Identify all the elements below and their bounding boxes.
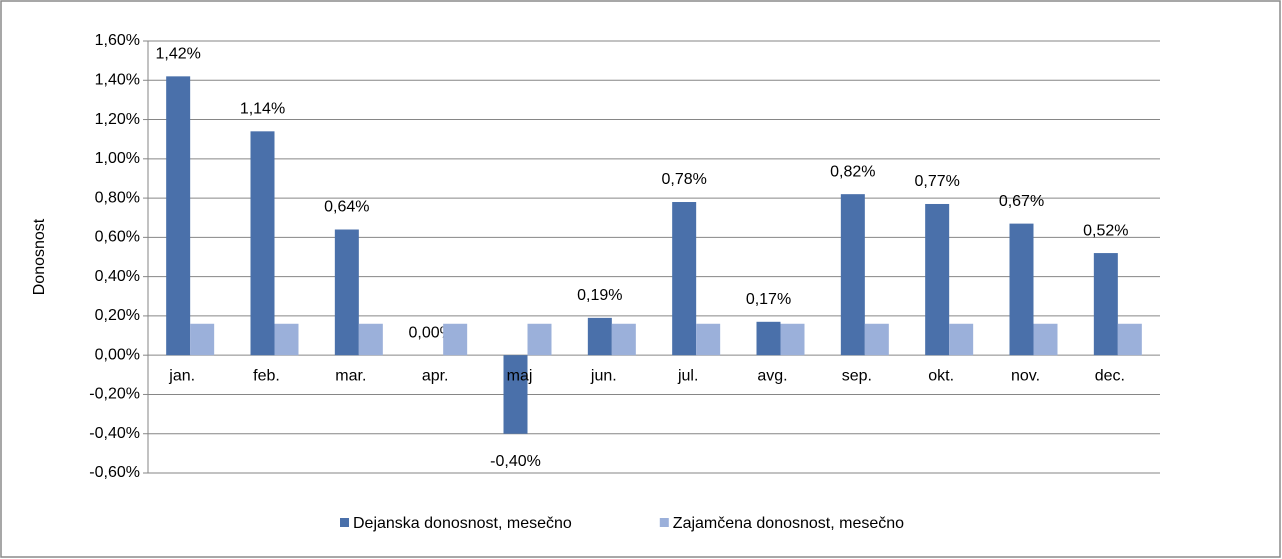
x-tick-label: nov. <box>1011 367 1040 384</box>
data-label: 0,17% <box>746 291 791 308</box>
bar <box>166 76 191 356</box>
bar <box>672 202 697 356</box>
data-label: 0,64% <box>324 199 369 216</box>
legend-label: Zajamčena donosnost, mesečno <box>673 515 904 532</box>
y-tick-label: 1,60% <box>95 32 140 49</box>
data-label: -0,40% <box>490 453 541 470</box>
y-tick-label: -0,60% <box>89 464 140 481</box>
x-tick-label: dec. <box>1095 367 1125 384</box>
y-tick-label: 0,40% <box>95 268 140 285</box>
bar <box>696 323 721 356</box>
bar <box>274 323 299 356</box>
x-tick-label: feb. <box>253 367 280 384</box>
y-axis-label: Donosnost <box>31 218 48 295</box>
x-tick-label: jun. <box>590 367 617 384</box>
bar <box>503 355 528 434</box>
x-tick-label: avg. <box>757 367 787 384</box>
legend-swatch <box>340 518 349 527</box>
bar <box>864 323 889 356</box>
bar <box>190 323 215 356</box>
y-tick-label: 0,60% <box>95 229 140 246</box>
bar <box>756 321 781 356</box>
bar <box>1009 223 1034 356</box>
y-tick-label: 0,00% <box>95 346 140 363</box>
data-label: 0,67% <box>999 193 1044 210</box>
data-label: 0,00% <box>408 324 453 341</box>
bar <box>587 317 612 356</box>
bar <box>780 323 805 356</box>
data-label: 1,14% <box>240 101 285 118</box>
data-label: 0,82% <box>830 163 875 180</box>
legend-label: Dejanska donosnost, mesečno <box>353 515 572 532</box>
data-label: 0,52% <box>1083 222 1128 239</box>
x-tick-label: apr. <box>422 367 449 384</box>
bar <box>527 323 552 356</box>
bar <box>358 323 383 356</box>
bar <box>1093 253 1118 356</box>
y-tick-label: 1,00% <box>95 150 140 167</box>
y-tick-label: -0,20% <box>89 386 140 403</box>
bar <box>1033 323 1058 356</box>
bar <box>840 194 865 356</box>
bar <box>443 323 468 356</box>
bar <box>334 229 359 356</box>
legend-swatch <box>659 518 669 527</box>
bar <box>611 323 636 356</box>
data-label: 1,42% <box>155 46 200 63</box>
y-tick-label: 0,80% <box>95 189 140 206</box>
data-label: 0,19% <box>577 287 622 304</box>
y-tick-label: 0,20% <box>95 307 140 324</box>
y-tick-label: -0,40% <box>89 425 140 442</box>
x-tick-label: jul. <box>677 367 698 384</box>
bar <box>925 203 950 356</box>
y-tick-label: 1,40% <box>95 71 140 88</box>
x-tick-label: jan. <box>168 367 195 384</box>
x-tick-label: mar. <box>335 367 366 384</box>
x-tick-label: okt. <box>928 367 954 384</box>
bar <box>250 131 275 356</box>
x-tick-label: maj <box>507 367 533 384</box>
data-label: 0,77% <box>914 173 959 190</box>
bar <box>949 323 974 356</box>
y-tick-label: 1,20% <box>95 111 140 128</box>
data-label: 0,78% <box>661 171 706 188</box>
bar <box>1117 323 1142 356</box>
x-tick-label: sep. <box>842 367 872 384</box>
